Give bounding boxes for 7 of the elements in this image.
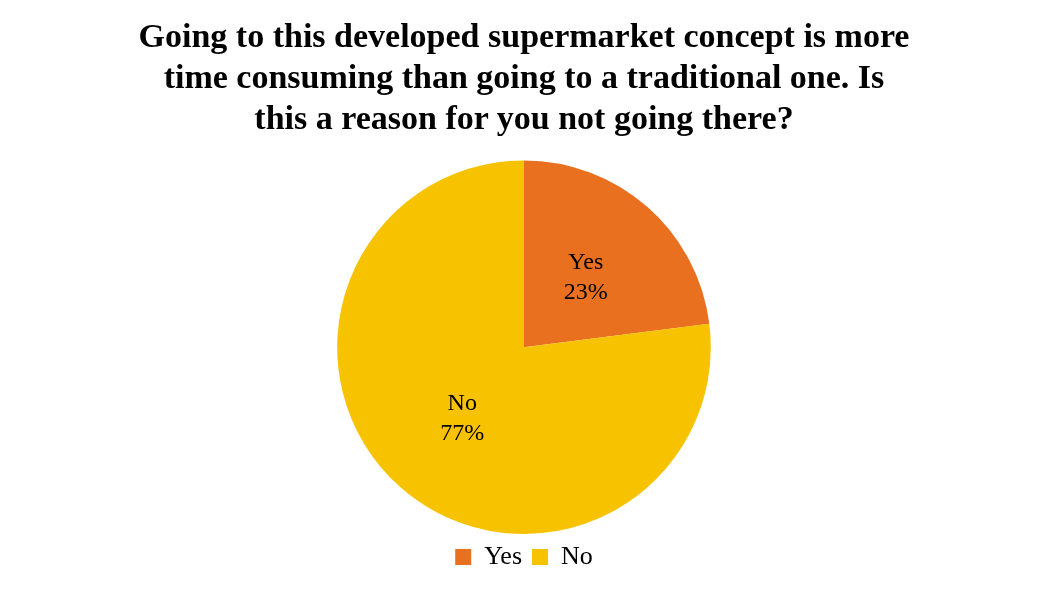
legend-label: Yes xyxy=(484,540,523,570)
slice-label: Yes xyxy=(568,248,604,275)
data-label: 77% xyxy=(440,418,485,445)
chart-title: Going to this developed supermarket concept is more time consuming than going to a traditional one. Is this a reason for you not going there? xyxy=(138,17,910,136)
slice-label: No xyxy=(447,388,477,415)
legend-label: No xyxy=(561,540,593,570)
data-label: 23% xyxy=(563,278,608,305)
